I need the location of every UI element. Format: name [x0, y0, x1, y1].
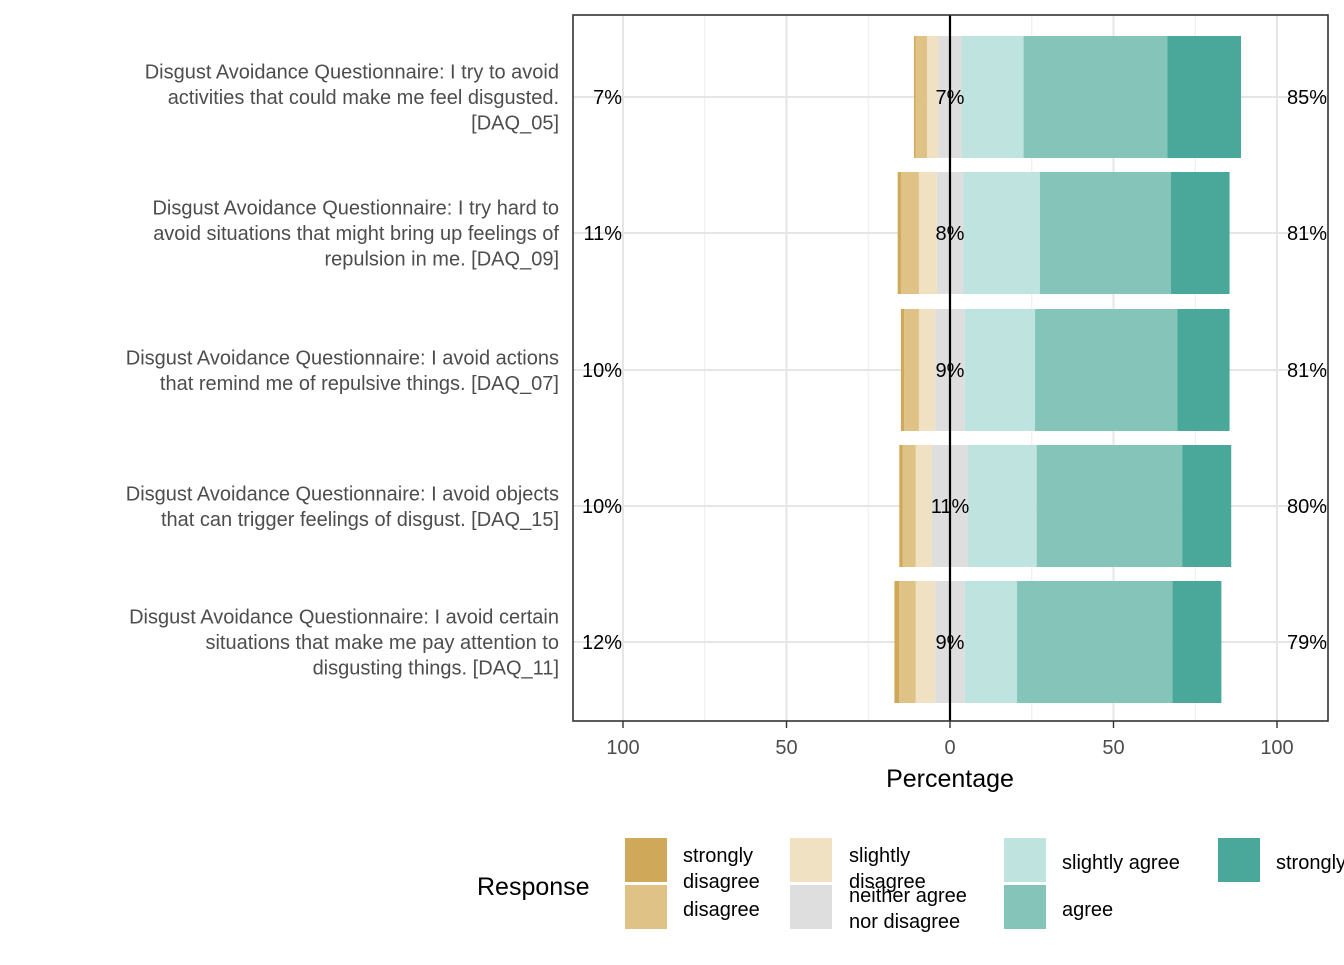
bar-segment-slightly-disagree — [915, 445, 933, 567]
left-percent-label: 10% — [582, 360, 622, 382]
legend-label-line: nor disagree — [849, 911, 960, 933]
item-label-line: disgusting things. [DAQ_11] — [313, 658, 559, 680]
bar-segment-agree — [1017, 581, 1173, 703]
bar-segment-strongly-disagree — [894, 581, 900, 703]
item-label-line: [DAQ_05] — [471, 113, 559, 135]
item-label-line: that remind me of repulsive things. [DAQ… — [160, 373, 559, 395]
legend-label-line: slightly — [849, 845, 910, 867]
item-label-line: situations that make me pay attention to — [205, 632, 559, 654]
legend-key-disagree — [625, 885, 667, 929]
item-label-line: that can trigger feelings of disgust. [D… — [161, 509, 559, 531]
item-label-line: Disgust Avoidance Questionnaire: I avoid… — [126, 483, 559, 505]
bar-segment-strongly-disagree — [899, 445, 903, 567]
x-tick-label: 100 — [1260, 737, 1293, 759]
legend-label-line: strongly — [683, 845, 753, 867]
legend-label-line: agree — [1062, 899, 1113, 921]
left-percent-label: 10% — [582, 496, 622, 518]
right-percent-label: 81% — [1287, 223, 1327, 245]
legend-key-slightly-disagree — [790, 838, 832, 882]
legend-label-line: strongly agree — [1276, 852, 1344, 874]
item-label-line: repulsion in me. [DAQ_09] — [324, 249, 559, 271]
bar-segment-agree — [1036, 445, 1183, 567]
legend-key-strongly-disagree — [625, 838, 667, 882]
bar-segment-strongly-agree — [1172, 581, 1222, 703]
x-tick-label: 100 — [606, 737, 639, 759]
bar-segment-strongly-disagree — [900, 309, 905, 431]
item-label-line: Disgust Avoidance Questionnaire: I avoid… — [126, 347, 559, 369]
x-tick-label: 50 — [1102, 737, 1124, 759]
bar-segment-strongly-disagree — [897, 172, 901, 294]
right-percent-label: 80% — [1287, 496, 1327, 518]
bar-segment-strongly-agree — [1177, 309, 1230, 431]
right-percent-label: 79% — [1287, 632, 1327, 654]
bar-segment-slightly-agree — [967, 445, 1037, 567]
bar-segment-disagree — [902, 445, 916, 567]
bar-segment-slightly-agree — [964, 581, 1018, 703]
bar-segment-disagree — [915, 36, 928, 158]
legend-label-line: disagree — [683, 871, 760, 893]
bar-segment-slightly-disagree — [927, 36, 939, 158]
bar-segment-agree — [1035, 309, 1178, 431]
left-percent-label: 7% — [593, 87, 622, 109]
legend-key-slightly-agree — [1004, 838, 1046, 882]
bar-segment-strongly-disagree — [914, 36, 916, 158]
bar-segment-disagree — [899, 581, 916, 703]
legend-key-agree — [1004, 885, 1046, 929]
bar-segment-slightly-agree — [964, 309, 1036, 431]
bar-segment-slightly-agree — [963, 172, 1040, 294]
bar-segment-strongly-agree — [1170, 172, 1230, 294]
bar-segment-disagree — [900, 172, 919, 294]
legend-key-neither-agree-nor-disagree — [790, 885, 832, 929]
bar-segment-agree — [1039, 172, 1171, 294]
bar-segment-strongly-agree — [1167, 36, 1242, 158]
item-label-line: Disgust Avoidance Questionnaire: I try h… — [152, 198, 559, 220]
legend-label-line: neither agree — [849, 885, 967, 907]
legend-title: Response — [477, 873, 590, 901]
x-tick-label: 0 — [944, 737, 955, 759]
bar-segment-slightly-disagree — [918, 172, 937, 294]
bar-segment-strongly-agree — [1182, 445, 1232, 567]
x-axis-title: Percentage — [886, 765, 1014, 793]
item-label-line: Disgust Avoidance Questionnaire: I try t… — [145, 62, 559, 84]
right-percent-label: 81% — [1287, 360, 1327, 382]
item-label-line: Disgust Avoidance Questionnaire: I avoid… — [129, 607, 559, 629]
legend-label-line: disagree — [849, 871, 926, 893]
x-tick-label: 50 — [775, 737, 797, 759]
item-label-line: avoid situations that might bring up fee… — [153, 223, 559, 245]
left-percent-label: 12% — [582, 632, 622, 654]
bar-segment-slightly-agree — [961, 36, 1024, 158]
bar-segment-disagree — [904, 309, 919, 431]
bar-segment-slightly-disagree — [915, 581, 936, 703]
right-percent-label: 85% — [1287, 87, 1327, 109]
legend-key-strongly-agree — [1218, 838, 1260, 882]
left-percent-label: 11% — [583, 223, 622, 245]
legend-label-line: disagree — [683, 899, 760, 921]
legend-label-line: slightly agree — [1062, 852, 1180, 874]
bar-segment-slightly-disagree — [918, 309, 936, 431]
item-label-line: activities that could make me feel disgu… — [168, 87, 559, 109]
bar-segment-agree — [1023, 36, 1168, 158]
